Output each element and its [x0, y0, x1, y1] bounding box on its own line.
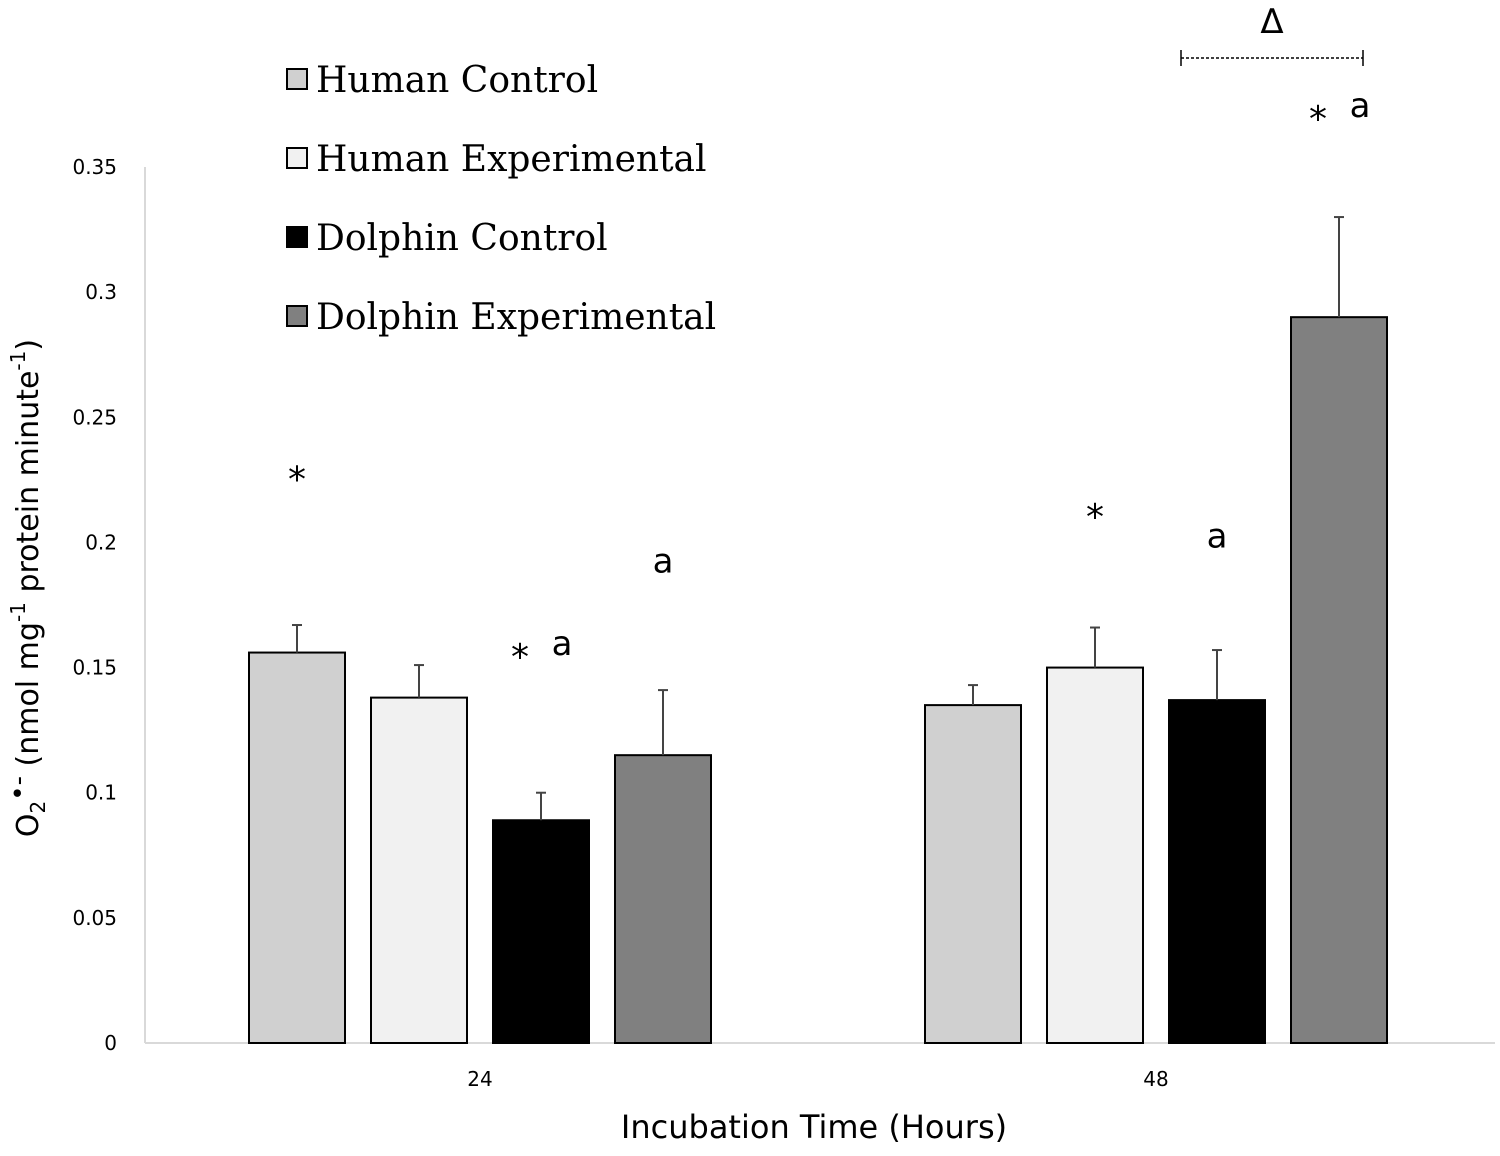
y-axis-title-superscript-1: -1	[6, 602, 30, 622]
legend-label: Dolphin Experimental	[316, 297, 716, 338]
bars	[248, 316, 1388, 1045]
y-axis-title-main: O	[11, 813, 46, 837]
legend-swatch	[286, 68, 308, 90]
significance-star: *	[1086, 497, 1104, 538]
x-axis-title: Incubation Time (Hours)	[621, 1108, 1007, 1146]
significance-star: *	[511, 637, 529, 678]
legend-label: Dolphin Control	[316, 218, 608, 259]
significance-star: *	[1309, 99, 1327, 140]
x-tick-label: 48	[1143, 1067, 1168, 1091]
y-axis-title-unit-mid: protein minute	[11, 371, 46, 603]
legend-label: Human Control	[316, 60, 598, 101]
bar	[248, 651, 346, 1044]
bar	[370, 696, 468, 1044]
y-tick-label: 0.1	[85, 781, 117, 805]
y-axis-title-subscript: 2	[26, 801, 50, 814]
bar	[1290, 316, 1388, 1044]
legend: Human Control Human Experimental Dolphin C…	[286, 60, 716, 338]
legend-swatch	[286, 226, 308, 248]
y-tick-label: 0.05	[72, 906, 117, 930]
y-tick-label: 0.35	[72, 155, 117, 179]
y-tick-label: 0.2	[85, 530, 117, 554]
y-axis-title-superscript-2: -1	[6, 351, 30, 371]
significance-letter: a	[653, 541, 674, 581]
bar	[492, 819, 590, 1045]
y-tick-label: 0.3	[85, 280, 117, 304]
significance-letter: a	[552, 624, 573, 664]
legend-swatch	[286, 147, 308, 169]
y-axis-title-radical: •-	[4, 776, 34, 801]
y-tick-label: 0.15	[72, 656, 117, 680]
significance-letter: a	[1350, 86, 1371, 126]
y-tick-label: 0	[104, 1031, 117, 1055]
significance-annotations: * * a a * a * a Δ	[288, 2, 1370, 678]
significance-letter: a	[1207, 516, 1228, 556]
legend-swatch	[286, 305, 308, 327]
bar	[924, 704, 1022, 1044]
axis-titles: Incubation Time (Hours) O2•- (nmol mg-1 …	[4, 339, 1007, 1146]
bar	[1046, 666, 1144, 1044]
significance-star: *	[288, 459, 306, 500]
y-axis-title: O2•- (nmol mg-1 protein minute-1)	[4, 339, 50, 837]
y-axis-title-unit: (nmol mg	[11, 622, 46, 776]
bar	[614, 754, 712, 1045]
bar	[1168, 699, 1266, 1044]
y-tick-label: 0.25	[72, 405, 117, 429]
x-tick-label: 24	[467, 1067, 492, 1091]
y-axis-title-close: )	[11, 339, 46, 351]
error-bars	[292, 216, 1344, 821]
legend-label: Human Experimental	[316, 139, 707, 180]
delta-label: Δ	[1260, 2, 1283, 42]
